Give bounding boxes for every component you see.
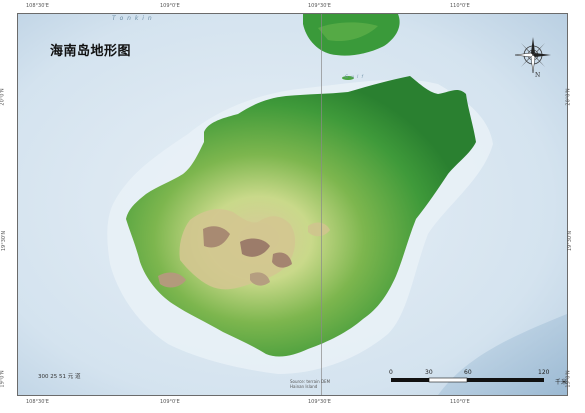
tick-top: 110°0'E <box>450 3 470 9</box>
peak <box>272 252 292 268</box>
tick-top: 108°30'E <box>26 3 49 9</box>
sea-label-small: G u l f <box>345 74 364 79</box>
deep-sea <box>438 314 567 395</box>
peak <box>250 272 270 286</box>
scale-label: 0 <box>389 369 393 376</box>
tick-bottom: 110°0'E <box>450 399 470 405</box>
map-frame <box>18 14 567 395</box>
peak <box>158 272 186 288</box>
tick-left: 20°0'N <box>0 88 6 106</box>
peak <box>240 238 270 257</box>
peak <box>203 226 230 248</box>
north-label: N <box>535 72 541 79</box>
source-note: Source: terrain DEM Hainan Island <box>290 379 331 389</box>
central-meridian-line <box>321 14 322 395</box>
tick-bottom: 109°30'E <box>308 399 331 405</box>
north-arrow-icon <box>514 37 551 74</box>
map-title: 海南岛地形图 <box>50 44 132 59</box>
sea-label: T o n k i n <box>112 15 153 22</box>
scale-label: 120 <box>538 369 550 376</box>
tick-bottom: 108°30'E <box>26 399 49 405</box>
scale-label: 60 <box>464 369 472 376</box>
tick-top: 109°30'E <box>308 3 331 9</box>
tick-bottom: 109°0'E <box>160 399 180 405</box>
tick-left: 19°0'N <box>0 370 6 388</box>
islet <box>342 76 354 80</box>
map-credit: 300 25 51 元 道 <box>38 374 81 380</box>
scale-unit: 千米 <box>555 379 568 386</box>
scale-bar <box>391 377 544 383</box>
scale-label: 30 <box>425 369 433 376</box>
terrain-map <box>18 14 567 395</box>
tick-top: 109°0'E <box>160 3 180 9</box>
tick-left: 19°30'N <box>1 230 8 252</box>
tick-right: 19°30'N <box>567 230 574 252</box>
tick-right: 20°0'N <box>565 88 572 106</box>
